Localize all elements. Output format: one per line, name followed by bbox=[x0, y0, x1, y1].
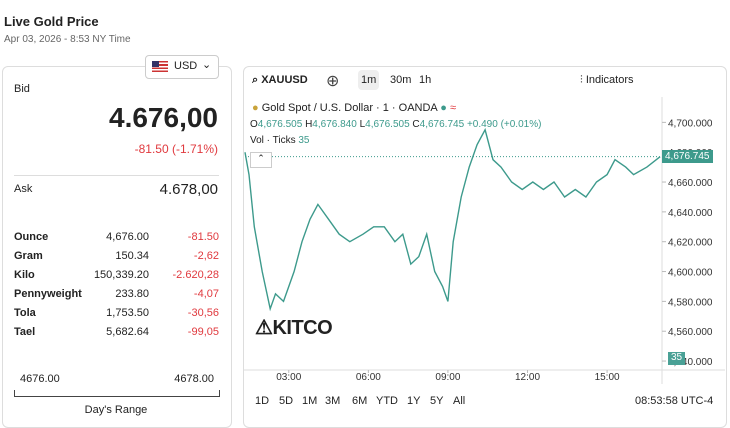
range-button[interactable]: 5Y bbox=[430, 395, 444, 407]
table-row: Gram 150.34 -2,62 bbox=[14, 250, 219, 268]
logo-text: KITCO bbox=[272, 317, 333, 339]
unit-price: 150,339.20 bbox=[93, 269, 149, 281]
indicators-label: Indicators bbox=[585, 74, 634, 86]
metal-unit: Tola bbox=[14, 307, 36, 319]
symbol: XAUUSD bbox=[261, 74, 308, 86]
collapse[interactable]: ⌃ bbox=[250, 152, 272, 168]
table-row: Tael 5,682.64 -99,05 bbox=[14, 326, 219, 344]
ohlc-change: +0.490 (+0.01%) bbox=[466, 119, 542, 130]
clock: 08:53:58 UTC-4 bbox=[635, 395, 714, 407]
unit-change: -2,62 bbox=[193, 250, 219, 262]
metal-unit: Ounce bbox=[14, 231, 49, 243]
unit-price: 1,753.50 bbox=[106, 307, 149, 319]
y-tick-label: 4,540.000 bbox=[668, 357, 713, 368]
currency-select[interactable]: USD ⌄ bbox=[145, 55, 219, 79]
table-row: Ounce 4,676.00 -81.50 bbox=[14, 231, 219, 249]
range-button[interactable]: 6M bbox=[352, 395, 368, 407]
table-row: Tola 1,753.50 -30,56 bbox=[14, 307, 219, 325]
symbol-search[interactable]: ⌕ XAUUSD bbox=[252, 74, 308, 86]
range-button[interactable]: 1Y bbox=[407, 395, 421, 407]
range-button[interactable]: 1D bbox=[255, 395, 270, 407]
logo: ⚠KITCO bbox=[255, 317, 333, 339]
ohlc-value: 4,676.745 bbox=[419, 119, 465, 130]
interval-button[interactable]: 1h bbox=[419, 74, 432, 86]
ohlc-key: L bbox=[359, 119, 366, 130]
volume-label: Vol · Ticks bbox=[250, 135, 296, 146]
ask-label: Ask bbox=[14, 183, 33, 195]
currency: USD bbox=[174, 60, 198, 72]
unit-price: 150.34 bbox=[115, 250, 149, 262]
metal-unit: Tael bbox=[14, 326, 36, 338]
y-tick-label: 4,560.000 bbox=[668, 327, 713, 338]
volume-legend: Vol · Ticks 35 bbox=[250, 135, 309, 146]
ohlc-value: 4,676.505 bbox=[365, 119, 410, 130]
indicators[interactable]: ⫶ Indicators bbox=[580, 74, 634, 86]
range-bar bbox=[14, 390, 220, 397]
y-tick-label: 4,700.000 bbox=[668, 118, 713, 129]
x-tick-label: 03:00 bbox=[276, 372, 301, 383]
unit-price: 233.80 bbox=[115, 288, 149, 300]
unit-change: -2.620,28 bbox=[172, 269, 219, 281]
range-button[interactable]: 1M bbox=[302, 395, 318, 407]
volume-badge: 35 bbox=[668, 352, 685, 365]
ohlc-key: O bbox=[250, 119, 258, 130]
x-tick-label: 09:00 bbox=[435, 372, 460, 383]
x-tick-label: 12:00 bbox=[515, 372, 540, 383]
range-button[interactable]: 5D bbox=[279, 395, 294, 407]
range-high: 4678.00 bbox=[174, 373, 214, 385]
metal-unit: Gram bbox=[14, 250, 43, 262]
unit-change: -30,56 bbox=[187, 307, 219, 319]
y-tick-label: 4,640.000 bbox=[668, 208, 713, 219]
y-tick-label: 4,600.000 bbox=[668, 268, 713, 279]
range-button[interactable]: YTD bbox=[376, 395, 398, 407]
symbol-name: Gold Spot / U.S. Dollar · 1 · OANDA bbox=[261, 102, 438, 114]
table-row: Pennyweight 233.80 -4,07 bbox=[14, 288, 219, 306]
y-tick-label: 4,620.000 bbox=[668, 238, 713, 249]
title: Live Gold Price bbox=[4, 14, 99, 29]
unit-change: -81.50 bbox=[187, 231, 219, 243]
range-button[interactable]: 3M bbox=[325, 395, 341, 407]
unit-price: 4,676.00 bbox=[106, 231, 149, 243]
legend-symbol: ● Gold Spot / U.S. Dollar · 1 · OANDA ● … bbox=[252, 102, 456, 114]
timestamp: Apr 03, 2026 - 8:53 NY Time bbox=[4, 34, 131, 45]
metal-unit: Kilo bbox=[14, 269, 35, 281]
x-tick-label: 15:00 bbox=[595, 372, 620, 383]
ohlc-value: 4,676.505 bbox=[257, 119, 303, 130]
x-tick-label: 06:00 bbox=[356, 372, 381, 383]
table-row: Kilo 150,339.20 -2.620,28 bbox=[14, 269, 219, 287]
ohlc-value: 4,676.840 bbox=[312, 119, 357, 130]
interval-button[interactable]: 30m bbox=[390, 74, 412, 86]
metal-unit: Pennyweight bbox=[14, 288, 82, 300]
unit-price: 5,682.64 bbox=[106, 326, 149, 338]
y-tick-label: 4,660.000 bbox=[668, 178, 713, 189]
last-price: 4,676.745 bbox=[662, 150, 713, 163]
ohlc: O4,676.505 H4,676.840 L4,676.505 C4,676.… bbox=[250, 119, 541, 130]
range-button[interactable]: All bbox=[453, 395, 466, 407]
bid-label: Bid bbox=[14, 83, 30, 95]
unit-change: -99,05 bbox=[187, 326, 219, 338]
ohlc-key: H bbox=[305, 119, 313, 130]
ohlc-key: C bbox=[412, 119, 420, 130]
compare[interactable]: ⊕ bbox=[326, 73, 340, 90]
unit-change: -4,07 bbox=[193, 288, 219, 300]
range-label: Day's Range bbox=[84, 404, 148, 416]
range-low: 4676.00 bbox=[20, 373, 60, 385]
interval-button[interactable]: 1m bbox=[358, 70, 380, 90]
price-line bbox=[244, 127, 661, 312]
volume-value: 35 bbox=[298, 135, 310, 146]
bid: 4.676,00 bbox=[109, 102, 218, 133]
ask: 4.678,00 bbox=[159, 181, 218, 198]
y-tick-label: 4,580.000 bbox=[668, 297, 713, 308]
change: -81.50 (-1.71%) bbox=[134, 142, 218, 156]
